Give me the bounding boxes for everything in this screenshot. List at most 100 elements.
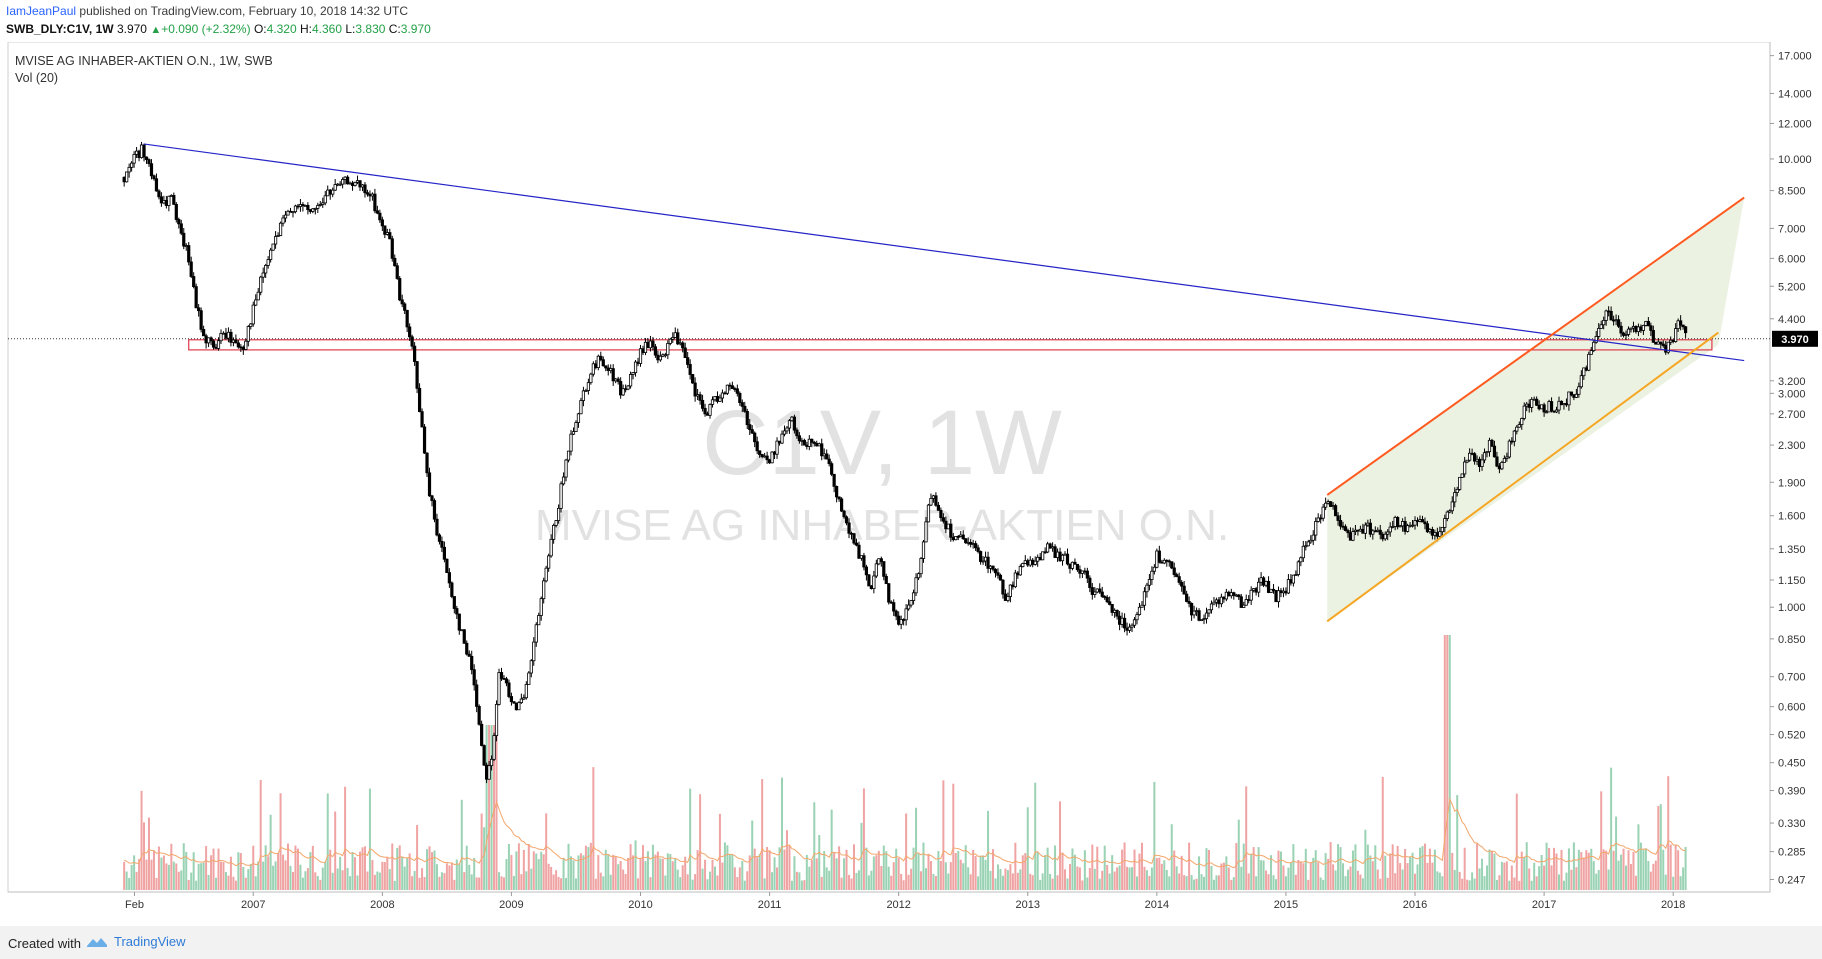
volume-bar bbox=[1267, 874, 1270, 890]
candle-body bbox=[1609, 310, 1613, 321]
candle-body bbox=[1629, 327, 1633, 330]
chart-area[interactable]: C1V, 1W MVISE AG INHABER-AKTIEN O.N. 17.00… bbox=[2, 42, 1820, 926]
candle-body bbox=[765, 455, 769, 461]
volume-bar bbox=[1575, 867, 1578, 890]
candle-body bbox=[1547, 401, 1551, 413]
author-link[interactable]: IamJeanPaul bbox=[6, 4, 77, 18]
candle-body bbox=[311, 208, 315, 212]
volume-bar bbox=[334, 811, 337, 890]
volume-bar bbox=[1121, 849, 1124, 890]
candle-body bbox=[648, 340, 653, 349]
candle-body bbox=[939, 509, 943, 519]
symbol-label[interactable]: SWB_DLY:C1V, 1W bbox=[6, 22, 114, 36]
volume-bar bbox=[1684, 846, 1687, 890]
volume-bar bbox=[1443, 635, 1446, 890]
volume-bar bbox=[654, 854, 657, 890]
volume-bar bbox=[1034, 782, 1037, 890]
volume-bar bbox=[406, 857, 409, 890]
current-price-tag-label: 3.970 bbox=[1781, 334, 1809, 346]
volume-bar bbox=[237, 852, 240, 890]
candle-body bbox=[1177, 576, 1181, 583]
candle-body bbox=[1075, 563, 1080, 571]
volume-bar bbox=[885, 851, 888, 890]
volume-bar bbox=[1163, 860, 1166, 890]
volume-bar bbox=[232, 876, 235, 890]
volume-bar bbox=[138, 859, 141, 890]
volume-bar bbox=[982, 855, 985, 890]
volume-bar bbox=[1476, 843, 1479, 890]
volume-bar bbox=[855, 872, 858, 890]
candle-body bbox=[1348, 532, 1353, 541]
candle-body bbox=[681, 342, 685, 349]
candle-body bbox=[909, 600, 913, 606]
candle-body bbox=[221, 332, 226, 335]
price-chart[interactable]: C1V, 1W MVISE AG INHABER-AKTIEN O.N. 17.00… bbox=[2, 42, 1820, 926]
tradingview-brand[interactable]: TradingView bbox=[86, 934, 186, 949]
candle-body bbox=[209, 337, 213, 342]
volume-bar bbox=[172, 861, 175, 890]
volume-bar bbox=[1381, 776, 1384, 890]
volume-bar bbox=[1582, 857, 1585, 890]
candle-body bbox=[1381, 533, 1385, 540]
volume-bar bbox=[954, 852, 957, 890]
candle-body bbox=[755, 441, 759, 452]
volume-bar bbox=[1262, 860, 1265, 890]
volume-bar bbox=[242, 866, 245, 890]
candle-body bbox=[1597, 328, 1601, 337]
candle-body bbox=[1053, 546, 1057, 558]
candle-body bbox=[1023, 560, 1027, 564]
candle-body bbox=[772, 451, 777, 455]
candle-body bbox=[1654, 341, 1658, 345]
candle-body bbox=[470, 655, 474, 671]
candle-body bbox=[700, 399, 705, 409]
candle-body bbox=[1557, 400, 1561, 411]
candle-body bbox=[1150, 570, 1154, 580]
volume-bar bbox=[1399, 863, 1402, 890]
volume-bar bbox=[1302, 863, 1305, 890]
volume-bar bbox=[1039, 879, 1042, 890]
volume-bar bbox=[289, 865, 292, 890]
volume-bar bbox=[947, 873, 950, 890]
candle-body bbox=[956, 536, 960, 538]
candle-body bbox=[1445, 511, 1449, 519]
candle-body bbox=[916, 573, 921, 579]
volume-bar bbox=[361, 847, 364, 890]
volume-bar bbox=[1168, 876, 1171, 890]
volume-bar bbox=[684, 856, 687, 890]
candle-body bbox=[1614, 319, 1618, 322]
volume-bar bbox=[200, 863, 203, 890]
volume-bar bbox=[1111, 855, 1114, 890]
candle-body bbox=[192, 276, 196, 288]
candle-body bbox=[758, 450, 762, 455]
candle-body bbox=[576, 413, 581, 423]
candle-body bbox=[1418, 519, 1422, 522]
candle-body bbox=[524, 684, 528, 699]
volume-bar bbox=[1533, 862, 1536, 890]
candle-body bbox=[204, 335, 208, 344]
volume-bar bbox=[1498, 875, 1501, 890]
volume-bar bbox=[562, 858, 565, 890]
volume-bar bbox=[475, 877, 478, 890]
candle-body bbox=[219, 333, 223, 342]
candle-body bbox=[805, 444, 809, 447]
candle-body bbox=[1026, 560, 1030, 566]
volume-bar bbox=[473, 857, 476, 890]
candle-body bbox=[1289, 579, 1293, 584]
price-tick-label: 5.200 bbox=[1778, 281, 1806, 293]
volume-bar bbox=[555, 870, 558, 890]
candle-body bbox=[1584, 367, 1588, 371]
volume-bar bbox=[1545, 842, 1548, 890]
volume-bar bbox=[1625, 865, 1628, 890]
volume-bar bbox=[641, 845, 644, 890]
volume-bar bbox=[346, 867, 349, 890]
volume-bar bbox=[651, 844, 654, 890]
volume-bar bbox=[304, 871, 307, 890]
volume-bar bbox=[1118, 865, 1121, 890]
candle-body bbox=[226, 331, 231, 339]
candle-body bbox=[780, 433, 784, 444]
volume-bar bbox=[1629, 864, 1632, 890]
volume-bar bbox=[274, 861, 277, 890]
volume-bar bbox=[1679, 876, 1682, 890]
volume-bar bbox=[219, 861, 222, 890]
volume-bar bbox=[959, 859, 962, 890]
